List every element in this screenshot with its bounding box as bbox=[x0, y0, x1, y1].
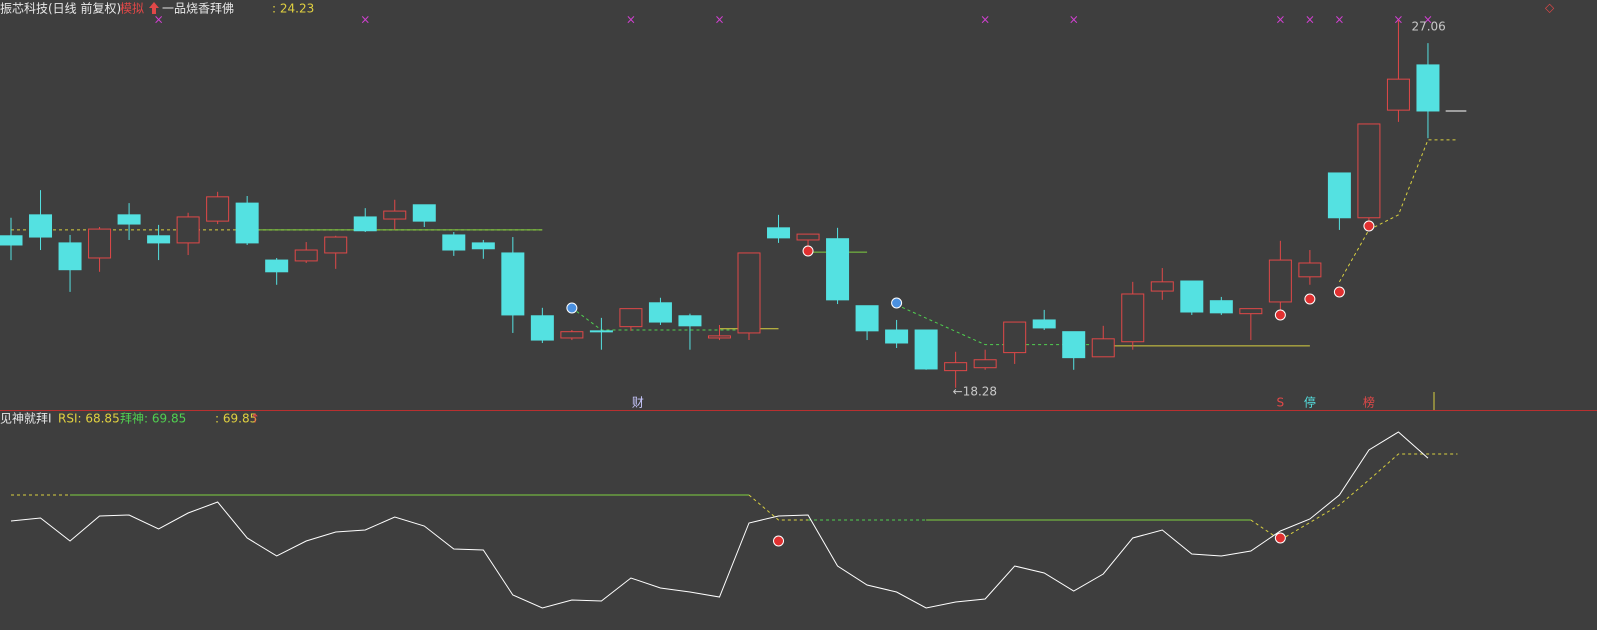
candle-body bbox=[648, 302, 672, 323]
signal-icon bbox=[1274, 309, 1286, 321]
candle-body bbox=[767, 227, 791, 239]
candle-body bbox=[353, 216, 377, 232]
corner-icon: ◇ bbox=[1545, 1, 1555, 15]
candle-body bbox=[1298, 262, 1322, 278]
candle-body bbox=[1268, 259, 1292, 303]
candle-body bbox=[501, 252, 525, 316]
candle-body bbox=[826, 238, 850, 301]
top-marker: × bbox=[1275, 13, 1285, 27]
signal-icon bbox=[773, 535, 785, 547]
signal-icon bbox=[802, 245, 814, 257]
chart-title: 振芯科技(日线 前复权) bbox=[0, 1, 121, 16]
legend-entry: : 69.85 bbox=[215, 412, 257, 426]
candle-body bbox=[1239, 308, 1263, 315]
candle-body bbox=[383, 210, 407, 220]
candle-body bbox=[176, 216, 200, 244]
candle-body bbox=[147, 235, 171, 244]
signal-icon bbox=[566, 302, 578, 314]
candle-body bbox=[885, 329, 909, 344]
mode-label: 模拟 bbox=[120, 2, 144, 16]
legend-entry: 拜神: 69.85 bbox=[120, 412, 186, 426]
top-marker: × bbox=[626, 13, 636, 27]
candle-body bbox=[914, 329, 938, 370]
candle-body bbox=[589, 330, 613, 333]
top-marker: × bbox=[980, 13, 990, 27]
candle-body bbox=[58, 242, 82, 271]
event-marker: S bbox=[1277, 396, 1285, 410]
indicator-line bbox=[748, 494, 809, 521]
candle-body bbox=[855, 305, 879, 332]
candle-body bbox=[235, 202, 259, 244]
candle-body bbox=[324, 236, 348, 254]
candle-body bbox=[1091, 338, 1115, 358]
candle-body bbox=[1150, 281, 1174, 292]
indicator-line bbox=[1250, 453, 1458, 541]
candle-body bbox=[530, 315, 554, 341]
candle-body bbox=[471, 242, 495, 250]
legend-arrow: ↑ bbox=[250, 412, 260, 426]
candle-body bbox=[619, 308, 643, 328]
signal-icon bbox=[891, 297, 903, 309]
candle-body bbox=[0, 235, 23, 246]
candle-body bbox=[206, 196, 230, 222]
candle-body bbox=[1416, 64, 1440, 112]
candle-body bbox=[412, 204, 436, 222]
candle-body bbox=[1357, 123, 1381, 219]
indicator-value: : 24.23 bbox=[272, 2, 314, 16]
low-label: ←18.28 bbox=[953, 384, 997, 398]
top-marker: × bbox=[360, 13, 370, 27]
top-marker: × bbox=[154, 13, 164, 27]
candle-body bbox=[88, 228, 112, 259]
candle-body bbox=[1032, 319, 1056, 329]
candle-body bbox=[1209, 300, 1233, 314]
rsi-line bbox=[10, 431, 1429, 609]
top-marker: × bbox=[1423, 13, 1433, 27]
signal-icon bbox=[1304, 293, 1316, 305]
candle-body bbox=[737, 252, 761, 334]
candle-body bbox=[117, 214, 141, 225]
candle-body bbox=[944, 362, 968, 372]
candle-body bbox=[1180, 280, 1204, 313]
candle-body bbox=[560, 331, 584, 339]
top-marker: × bbox=[1305, 13, 1315, 27]
signal-icon bbox=[1274, 532, 1286, 544]
event-marker: 财 bbox=[632, 396, 644, 410]
candle-body bbox=[442, 234, 466, 251]
candle-body bbox=[678, 315, 702, 327]
signal-icon bbox=[1333, 286, 1345, 298]
signal-icon bbox=[1363, 220, 1375, 232]
high-label: 27.06 bbox=[1411, 20, 1445, 34]
candle-body bbox=[1327, 172, 1351, 219]
top-marker: × bbox=[1393, 13, 1403, 27]
top-marker: × bbox=[714, 13, 724, 27]
event-marker: 榜 bbox=[1363, 395, 1375, 410]
legend-entry: RSI: 68.85 bbox=[58, 412, 120, 426]
candle-body bbox=[1121, 293, 1145, 343]
indicator-name: 一品烧香拜佛 bbox=[162, 2, 234, 16]
event-marker: 停 bbox=[1304, 395, 1316, 410]
top-marker: × bbox=[1069, 13, 1079, 27]
up-arrow-icon bbox=[149, 2, 159, 14]
candle-body bbox=[1386, 78, 1410, 111]
sub-title: 见神就拜I bbox=[0, 412, 52, 426]
candle-body bbox=[707, 335, 731, 339]
candle-body bbox=[1003, 321, 1027, 354]
candle-body bbox=[29, 214, 53, 238]
candle-body bbox=[973, 359, 997, 369]
indicator-line bbox=[1338, 139, 1458, 283]
top-marker: × bbox=[1334, 13, 1344, 27]
candle-body bbox=[294, 249, 318, 262]
candle-body bbox=[796, 233, 820, 241]
candle-body bbox=[1062, 331, 1086, 359]
candle-body bbox=[265, 259, 289, 273]
